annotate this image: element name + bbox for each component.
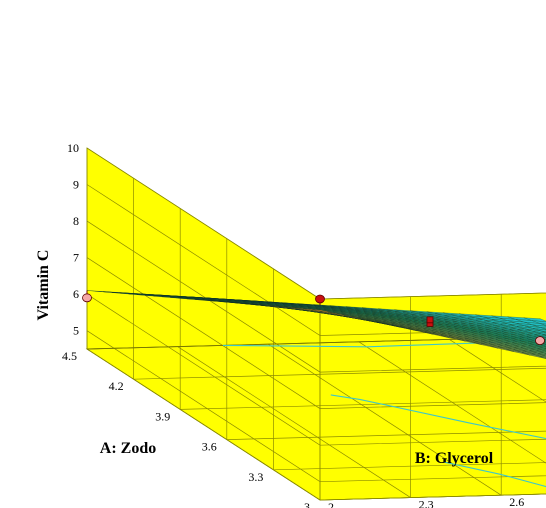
- grid-lines: [86, 147, 546, 501]
- b-floor-gridline: [268, 343, 502, 496]
- design-point: [426, 316, 434, 324]
- z-tick-label: 7: [73, 251, 79, 265]
- b-tick-label: 2: [328, 500, 334, 508]
- z-tick-label: 6: [73, 287, 79, 301]
- surface-cell: [536, 347, 546, 352]
- z-tick-label: 10: [67, 141, 79, 155]
- surface-cell: [533, 331, 546, 335]
- b-tick-label: 2.6: [509, 495, 524, 508]
- design-point: [315, 294, 325, 304]
- b-floor-gridline: [86, 348, 321, 501]
- surface-cell: [542, 336, 546, 338]
- a-tick-label: 4.2: [109, 379, 124, 393]
- b-floor-gridline: [177, 346, 411, 498]
- surface-cell: [533, 333, 546, 338]
- a-tick-label: 3.6: [202, 440, 217, 454]
- surface-cell: [540, 327, 546, 330]
- z-tick-label: 9: [73, 178, 79, 192]
- a-tick-label: 3.3: [248, 470, 263, 484]
- surface-cell: [540, 323, 546, 326]
- a-tick-label: 4.5: [62, 349, 77, 363]
- surface-cell: [536, 345, 546, 349]
- surface-cell: [532, 324, 546, 329]
- y-axis-label: B: Glycerol: [415, 450, 494, 467]
- z-tick-label: 5: [73, 324, 79, 338]
- a-tick-label: 3: [304, 500, 310, 508]
- contour-line: [443, 461, 546, 488]
- z-tick-label: 8: [73, 214, 79, 228]
- a-floor-gridline: [180, 399, 546, 410]
- surface-cell: [538, 355, 546, 359]
- surface-cell: [543, 343, 546, 345]
- b-floor-gridline: [449, 339, 546, 403]
- surface-cell: [541, 330, 546, 333]
- design-point: [535, 336, 545, 346]
- b-floor-gridline: [358, 341, 546, 464]
- b-tick-label: 2.3: [419, 498, 434, 508]
- a-tick-label: 3.9: [155, 409, 170, 423]
- surface-cell: [529, 352, 546, 358]
- surface-cell: [533, 328, 546, 332]
- design-points: [82, 293, 545, 346]
- surface-cell: [532, 320, 546, 325]
- a-floor-gridline: [133, 367, 546, 380]
- x-axis-label: A: Zodo: [100, 440, 156, 457]
- a-floor-gridline: [319, 493, 546, 501]
- z-axis-label: Vitamin C: [35, 250, 52, 321]
- contour-line: [330, 394, 546, 440]
- a-floor-gridline: [273, 462, 546, 471]
- surface-cell: [537, 350, 546, 354]
- surface-cell: [537, 352, 546, 357]
- surface-cell: [541, 333, 546, 336]
- design-point: [82, 293, 92, 303]
- a-floor-gridline: [226, 430, 546, 440]
- chart-walls: [85, 147, 546, 501]
